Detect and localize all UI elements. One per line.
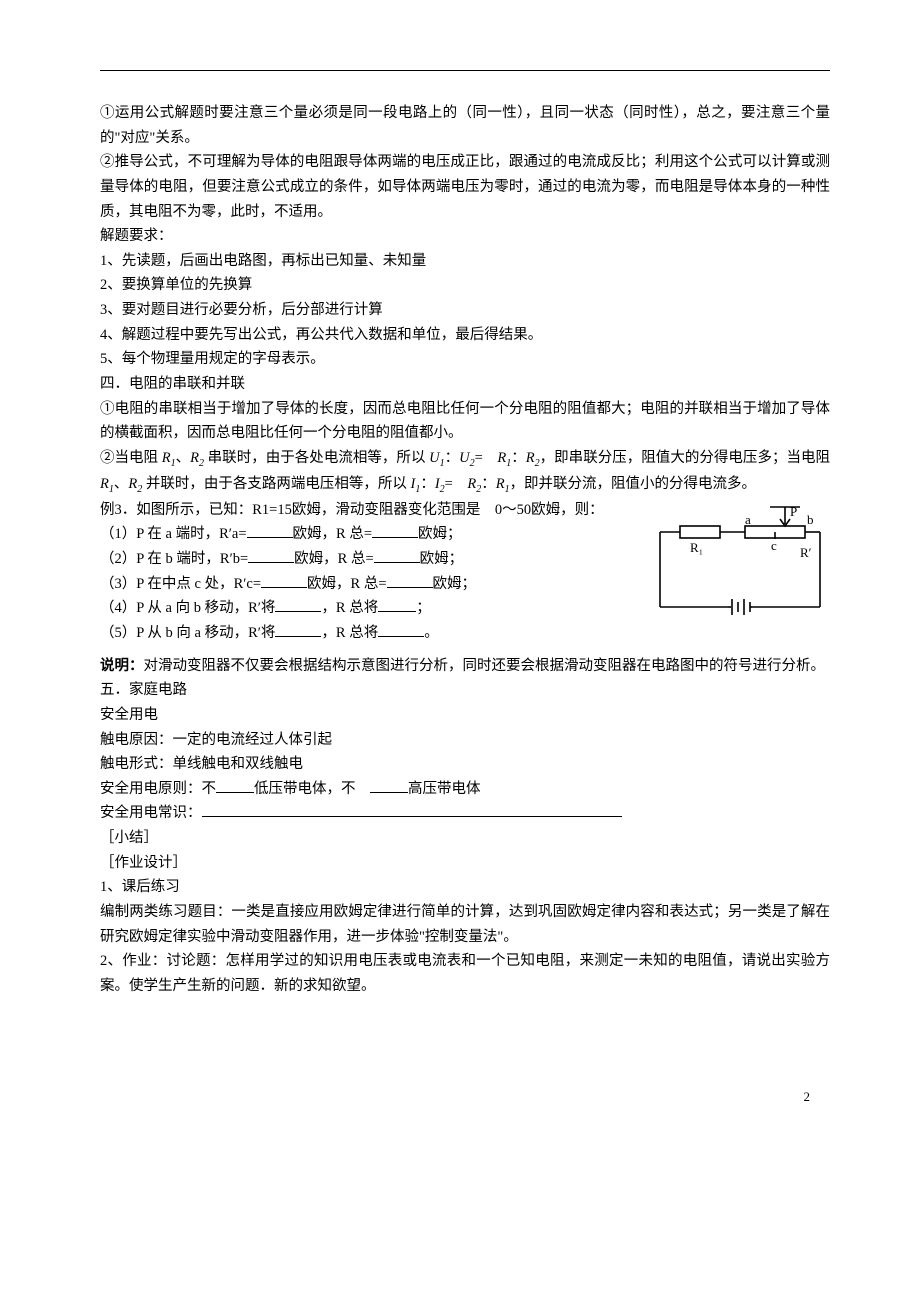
label-R1: R₁	[690, 540, 703, 555]
ex3-2a: （2）P 在 b 端时，R′b=	[100, 551, 248, 567]
s5-2: 触电原因：一定的电流经过人体引起	[100, 728, 830, 753]
s4p2e: ，即并联分流，阻值小的分得电流多。	[510, 476, 757, 492]
s4p2d: 并联时，由于各支路两端电压相等，所以	[146, 476, 411, 492]
var-U1: U1	[429, 450, 444, 466]
req-4: 4、解题过程中要先写出公式，再公共代入数据和单位，最后得结果。	[100, 323, 830, 348]
var-R2c: R2	[128, 476, 142, 492]
req-5: 5、每个物理量用规定的字母表示。	[100, 347, 830, 372]
blank	[275, 621, 321, 637]
ex3-5a: （5）P 从 b 向 a 移动，R′将	[100, 625, 275, 641]
section-5-title: 五．家庭电路	[100, 678, 830, 703]
section-4-p2: ②当电阻 R1、R2 串联时，由于各处电流相等，所以 U1：U2= R1：R2，…	[100, 446, 830, 498]
circuit-diagram: R₁ R′ P a b c	[650, 502, 830, 627]
label-P: P	[790, 504, 797, 519]
section-4-title: 四．电阻的串联和并联	[100, 372, 830, 397]
s4p2c: ，即串联分压，阻值大的分得电压多；当电阻	[540, 450, 830, 466]
note-label: 说明：	[100, 658, 144, 674]
s5-4b: 低压带电体，不	[254, 781, 370, 797]
note-text: 对滑动变阻器不仅要会根据结构示意图进行分析，同时还要会根据滑动变阻器在电路图中的…	[144, 658, 826, 674]
label-c: c	[771, 538, 777, 553]
ex3-2c: 欧姆；	[420, 551, 464, 567]
req-3: 3、要对题目进行必要分析，后分部进行计算	[100, 298, 830, 323]
ex3-3b: 欧姆，R 总=	[307, 576, 386, 592]
hw-1-p: 编制两类练习题目：一类是直接应用欧姆定律进行简单的计算，达到巩固欧姆定律内容和表…	[100, 900, 830, 949]
label-b: b	[807, 512, 814, 527]
var-R1: R1	[162, 450, 176, 466]
s4p2b: 串联时，由于各处电流相等，所以	[208, 450, 429, 466]
var-I1: I1	[410, 476, 420, 492]
blank	[247, 523, 293, 539]
s5-4: 安全用电原则：不 低压带电体，不 高压带电体	[100, 777, 830, 802]
req-1: 1、先读题，后画出电路图，再标出已知量、未知量	[100, 249, 830, 274]
s5-4a: 安全用电原则：不	[100, 781, 216, 797]
s5-4c: 高压带电体	[408, 781, 481, 797]
page-number: 2	[100, 1089, 830, 1105]
blank	[387, 572, 433, 588]
note: 说明：对滑动变阻器不仅要会根据结构示意图进行分析，同时还要会根据滑动变阻器在电路…	[100, 654, 830, 679]
blank	[378, 621, 424, 637]
ex3-1b: 欧姆，R 总=	[293, 526, 372, 542]
ex3-4a: （4）P 从 a 向 b 移动，R′将	[100, 600, 275, 616]
var-R1d: R1	[496, 476, 510, 492]
ex3-1a: （1）P 在 a 端时，R′a=	[100, 526, 247, 542]
var-I2: I2	[435, 476, 445, 492]
ex3-5b: ，R 总将	[321, 625, 378, 641]
ex3-1c: 欧姆；	[418, 526, 462, 542]
section-4-p1: ①电阻的串联相当于增加了导体的长度，因而总电阻比任何一个分电阻的阻值都大；电阻的…	[100, 397, 830, 446]
var-R1c: R1	[100, 476, 114, 492]
ex3-3c: 欧姆；	[433, 576, 477, 592]
homework-title: ［作业设计］	[100, 851, 830, 876]
var-R2: R2	[190, 450, 204, 466]
para-req-head: 解题要求：	[100, 224, 830, 249]
blank	[216, 777, 254, 793]
var-R1b: R1	[497, 450, 511, 466]
blank	[378, 597, 416, 613]
hw-1: 1、课后练习	[100, 875, 830, 900]
var-R2d: R2	[467, 476, 481, 492]
ex3-2b: 欧姆，R 总=	[294, 551, 373, 567]
label-a: a	[745, 512, 751, 527]
s5-3: 触电形式：单线触电和双线触电	[100, 752, 830, 777]
ex3-3a: （3）P 在中点 c 处，R′c=	[100, 576, 261, 592]
top-rule	[100, 70, 830, 71]
blank	[275, 597, 321, 613]
ex3-4b: ，R 总将	[321, 600, 378, 616]
label-Rp: R′	[800, 545, 812, 560]
s5-5-label: 安全用电常识：	[100, 805, 202, 821]
ex3-5c: 。	[424, 625, 439, 641]
var-U2: U2	[459, 450, 474, 466]
s5-5: 安全用电常识：	[100, 801, 830, 826]
req-2: 2、要换算单位的先换算	[100, 273, 830, 298]
summary: ［小结］	[100, 826, 830, 851]
hw-2: 2、作业：讨论题：怎样用学过的知识用电压表或电流表和一个已知电阻，来测定一未知的…	[100, 949, 830, 998]
blank	[248, 548, 294, 564]
blank	[202, 802, 622, 818]
blank	[374, 548, 420, 564]
s4p2a: ②当电阻	[100, 450, 162, 466]
blank	[261, 572, 307, 588]
blank	[370, 777, 408, 793]
blank	[372, 523, 418, 539]
para-1: ①运用公式解题时要注意三个量必须是同一段电路上的（同一性），且同一状态（同时性）…	[100, 101, 830, 150]
s5-1: 安全用电	[100, 703, 830, 728]
ex3-4c: ；	[416, 600, 431, 616]
var-R2b: R2	[526, 450, 540, 466]
para-2: ②推导公式，不可理解为导体的电阻跟导体两端的电压成正比，跟通过的电流成反比；利用…	[100, 150, 830, 224]
